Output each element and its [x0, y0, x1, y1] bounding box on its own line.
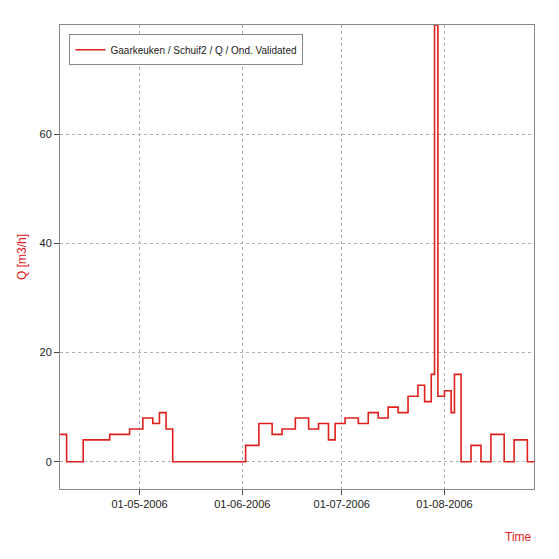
svg-text:0: 0	[46, 456, 52, 468]
svg-text:60: 60	[40, 128, 52, 140]
svg-text:01-08-2006: 01-08-2006	[416, 498, 472, 510]
svg-text:01-07-2006: 01-07-2006	[314, 498, 370, 510]
svg-text:20: 20	[40, 346, 52, 358]
svg-text:01-05-2006: 01-05-2006	[111, 498, 167, 510]
svg-text:01-06-2006: 01-06-2006	[214, 498, 270, 510]
svg-text:Gaarkeuken / Schuif2 / Q / Ond: Gaarkeuken / Schuif2 / Q / Ond. Validate…	[110, 45, 296, 56]
svg-text:40: 40	[40, 237, 52, 249]
svg-text:Time: Time	[505, 530, 532, 544]
svg-text:Q [m3/h]: Q [m3/h]	[15, 234, 29, 280]
